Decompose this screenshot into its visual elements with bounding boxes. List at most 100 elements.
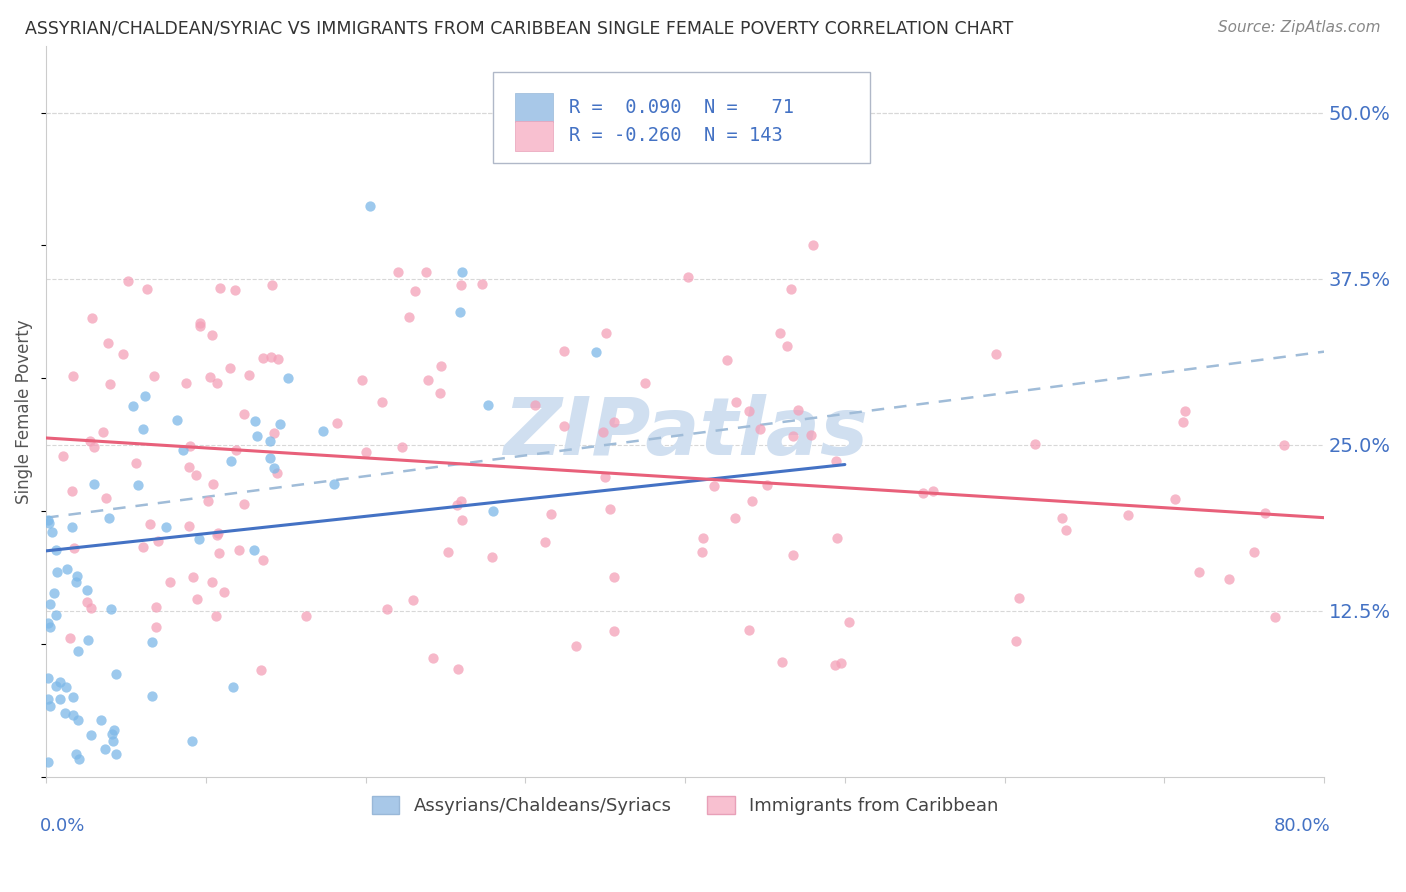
Point	[39, 598, 62, 612]
Point	[350, 373, 373, 387]
Point	[782, 429, 804, 443]
Point	[402, 593, 425, 607]
Point	[415, 265, 437, 279]
Point	[436, 545, 458, 559]
Text: 0.0%: 0.0%	[39, 817, 86, 835]
Point	[155, 520, 177, 534]
Point	[703, 478, 725, 492]
Point	[105, 747, 128, 761]
Point	[188, 318, 211, 333]
Point	[45, 607, 67, 622]
FancyBboxPatch shape	[515, 93, 554, 122]
Point	[91, 425, 114, 439]
Point	[65, 747, 87, 761]
Point	[603, 624, 626, 638]
Point	[179, 439, 201, 453]
Point	[159, 575, 181, 590]
Point	[471, 277, 494, 291]
Point	[67, 643, 90, 657]
Point	[62, 708, 84, 723]
Point	[252, 351, 274, 365]
Point	[911, 486, 934, 500]
Point	[724, 511, 747, 525]
Point	[322, 477, 344, 491]
Point	[738, 624, 761, 638]
Point	[553, 419, 575, 434]
Point	[104, 667, 127, 681]
Point	[1116, 508, 1139, 522]
Point	[188, 533, 211, 547]
Point	[824, 454, 846, 468]
Point	[603, 415, 626, 429]
Point	[749, 422, 772, 436]
Point	[692, 531, 714, 545]
Point	[690, 544, 713, 558]
Point	[38, 516, 60, 531]
Point	[214, 585, 236, 599]
Point	[249, 664, 271, 678]
Point	[41, 524, 63, 539]
Point	[62, 690, 84, 704]
Point	[1163, 491, 1185, 506]
Point	[1171, 416, 1194, 430]
Point	[122, 400, 145, 414]
Point	[180, 734, 202, 748]
Point	[60, 483, 83, 498]
Text: ZIPatlas: ZIPatlas	[502, 394, 868, 473]
Point	[312, 425, 335, 439]
Point	[827, 531, 849, 545]
Point	[142, 369, 165, 384]
Point	[446, 498, 468, 512]
Point	[37, 615, 59, 630]
Point	[205, 609, 228, 624]
Point	[450, 493, 472, 508]
Point	[127, 478, 149, 492]
Point	[359, 198, 381, 212]
Text: ASSYRIAN/CHALDEAN/SYRIAC VS IMMIGRANTS FROM CARIBBEAN SINGLE FEMALE POVERTY CORR: ASSYRIAN/CHALDEAN/SYRIAC VS IMMIGRANTS F…	[25, 20, 1014, 37]
Point	[295, 609, 318, 624]
Point	[1024, 437, 1046, 451]
Point	[398, 310, 420, 324]
Point	[208, 546, 231, 560]
Point	[371, 394, 394, 409]
Point	[599, 502, 621, 516]
Point	[482, 504, 505, 518]
Point	[200, 370, 222, 384]
Point	[801, 238, 824, 252]
Point	[259, 450, 281, 465]
Point	[62, 369, 84, 384]
Point	[197, 494, 219, 508]
Point	[53, 706, 76, 720]
Point	[1272, 437, 1295, 451]
Point	[42, 586, 65, 600]
Point	[207, 525, 229, 540]
Point	[101, 727, 124, 741]
Point	[450, 278, 472, 293]
Point	[1188, 565, 1211, 579]
Point	[39, 620, 62, 634]
Point	[449, 305, 471, 319]
Point	[922, 484, 945, 499]
Point	[131, 422, 153, 436]
Point	[139, 517, 162, 532]
Point	[824, 658, 846, 673]
Point	[45, 566, 67, 580]
Point	[838, 615, 860, 629]
Point	[260, 351, 283, 365]
Point	[103, 723, 125, 738]
Point	[221, 454, 243, 468]
Point	[263, 426, 285, 441]
Point	[49, 675, 72, 690]
Point	[738, 404, 761, 418]
Point	[326, 417, 349, 431]
Point	[634, 376, 657, 390]
Point	[422, 650, 444, 665]
Point	[540, 507, 562, 521]
Text: R =  0.090  N =   71: R = 0.090 N = 71	[569, 98, 794, 117]
Point	[112, 347, 135, 361]
Point	[83, 440, 105, 454]
Point	[263, 461, 285, 475]
Point	[252, 553, 274, 567]
Point	[429, 386, 451, 401]
Point	[76, 582, 98, 597]
